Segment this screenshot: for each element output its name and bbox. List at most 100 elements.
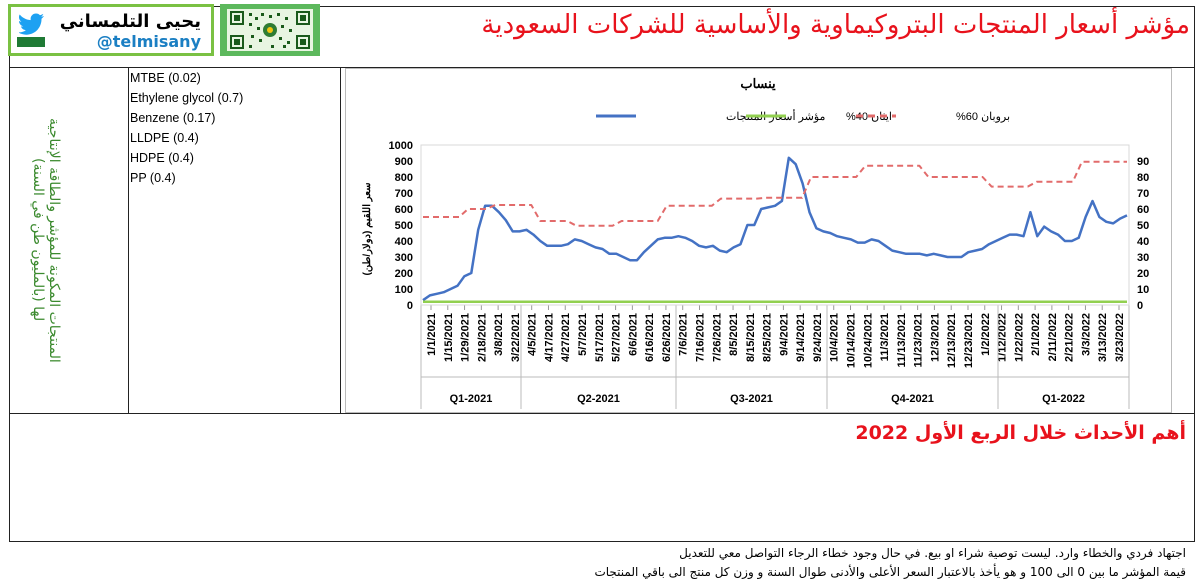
chart-container: ينساب مؤشر أسعار المنتجات ايثان 40% بروب… <box>345 68 1172 413</box>
y2-tick-label: 60 <box>1137 204 1149 216</box>
plot-area <box>420 144 1130 306</box>
y2-tick-label: 50 <box>1137 220 1149 232</box>
x-tick-label: 10/4/2021 <box>829 313 841 362</box>
x-tick-label: 10/24/2021 <box>862 313 874 368</box>
x-tick-label: 7/16/2021 <box>694 313 706 362</box>
x-tick-label: 2/1/2022 <box>1030 313 1042 356</box>
page-title: مؤشر أسعار المنتجات البتروكيماوية والأسا… <box>481 10 1190 40</box>
disclaimer-text: اجتهاد فردي والخطاء وارد. ليست توصية شرا… <box>679 546 1186 560</box>
brand-handle: @telmisany <box>96 32 201 51</box>
x-tick-label: 1/12/2022 <box>997 313 1009 362</box>
y-tick-label: 300 <box>395 252 413 264</box>
x-tick-label: 9/14/2021 <box>795 313 807 362</box>
quarter-label: Q4-2021 <box>891 393 934 405</box>
component-item: Ethylene glycol (0.7) <box>130 91 244 105</box>
quarter-label: Q1-2021 <box>450 393 493 405</box>
brand-name: يحيى التلمساني <box>59 11 201 32</box>
events-title: أهم الأحداث خلال الربع الأول 2022 <box>855 422 1186 444</box>
x-tick-label: 1/29/2021 <box>460 313 472 362</box>
x-tick-label: 5/27/2021 <box>611 313 623 362</box>
y-tick-label: 400 <box>395 236 413 248</box>
y2-tick-label: 70 <box>1137 188 1149 200</box>
brand-card: يحيى التلمساني @telmisany <box>8 4 214 56</box>
component-item: Benzene (0.17) <box>130 111 216 125</box>
x-tick-label: 6/16/2021 <box>644 313 656 362</box>
series-index-line <box>422 156 1128 302</box>
series-propane-line <box>423 160 1127 227</box>
x-tick-label: 3/13/2022 <box>1097 313 1109 362</box>
x-axis-ticks: 1/1/2021 1/15/2021 1/29/2021 2/18/2021 3/8/2… <box>426 305 1126 368</box>
y-axis-label: سعر اللقيم (دولار/طن) <box>362 183 373 276</box>
x-tick-label: 1/1/2021 <box>426 313 438 356</box>
y2-axis-ticks: 0 10 20 30 40 50 60 70 80 90 <box>1137 156 1149 312</box>
component-item: LLDPE (0.4) <box>130 131 199 145</box>
y-tick-label: 900 <box>395 156 413 168</box>
series-lines <box>422 156 1128 304</box>
y-tick-label: 800 <box>395 172 413 184</box>
x-tick-label: 4/17/2021 <box>543 313 555 362</box>
flag-icon <box>17 37 45 47</box>
x-tick-label: 4/27/2021 <box>560 313 572 362</box>
x-tick-label: 7/6/2021 <box>678 313 690 356</box>
x-tick-label: 6/26/2021 <box>661 313 673 362</box>
y2-tick-label: 40 <box>1137 236 1149 248</box>
x-tick-label: 9/24/2021 <box>812 313 824 362</box>
y2-tick-label: 30 <box>1137 252 1149 264</box>
y2-tick-label: 90 <box>1137 156 1149 168</box>
x-tick-label: 2/18/2021 <box>476 313 488 362</box>
y2-tick-label: 10 <box>1137 284 1149 296</box>
y-axis-ticks: 0 100 200 300 400 500 600 700 800 900 1000 <box>389 140 413 312</box>
component-item: HDPE (0.4) <box>130 151 194 165</box>
side-divider <box>128 68 129 414</box>
components-label: المنتجات المكونة للمؤشر والطاقة الإنتاجي… <box>30 117 62 363</box>
component-item: MTBE (0.02) <box>130 71 201 85</box>
y-tick-label: 1000 <box>389 140 413 152</box>
y-tick-label: 200 <box>395 268 413 280</box>
x-tick-label: 1/15/2021 <box>443 313 455 362</box>
x-tick-label: 1/22/2022 <box>1013 313 1025 362</box>
x-tick-label: 12/13/2021 <box>946 313 958 368</box>
index-explanation: قيمة المؤشر ما بين 0 الى 100 و هو يأخذ ب… <box>594 565 1186 579</box>
qr-code <box>220 4 320 56</box>
x-tick-label: 3/23/2022 <box>1114 313 1126 362</box>
x-tick-label: 8/25/2021 <box>762 313 774 362</box>
twitter-icon <box>19 13 44 35</box>
legend-label-propane: بروبان 60% <box>956 111 1010 123</box>
qr-code-icon <box>230 11 310 49</box>
y-tick-label: 100 <box>395 284 413 296</box>
components-list: MTBE (0.02) Ethylene glycol (0.7) Benzen… <box>130 68 243 188</box>
x-tick-label: 9/4/2021 <box>778 313 790 356</box>
header-divider <box>10 67 1194 68</box>
chart-legend: مؤشر أسعار المنتجات ايثان 40% بروبان 60% <box>596 109 1010 123</box>
x-tick-label: 11/13/2021 <box>896 313 908 367</box>
y-tick-label: 500 <box>395 220 413 232</box>
x-tick-label: 3/22/2021 <box>510 313 522 362</box>
y-tick-label: 600 <box>395 204 413 216</box>
y2-tick-label: 20 <box>1137 268 1149 280</box>
x-tick-label: 3/8/2021 <box>493 313 505 356</box>
x-tick-label: 11/3/2021 <box>879 313 891 361</box>
x-tick-label: 4/5/2021 <box>527 313 539 356</box>
quarter-label: Q2-2021 <box>577 393 620 405</box>
events-divider <box>10 413 1194 414</box>
y2-tick-label: 80 <box>1137 172 1149 184</box>
line-chart: ينساب مؤشر أسعار المنتجات ايثان 40% بروب… <box>362 76 1149 409</box>
quarter-label: Q1-2022 <box>1042 393 1085 405</box>
outer-frame <box>9 6 1195 542</box>
x-tick-label: 8/5/2021 <box>728 313 740 356</box>
x-tick-label: 11/23/2021 <box>913 313 925 367</box>
x-tick-label: 2/21/2022 <box>1064 313 1076 362</box>
x-tick-label: 12/23/2021 <box>963 313 975 368</box>
x-tick-label: 5/7/2021 <box>577 313 589 356</box>
x-tick-label: 5/17/2021 <box>594 313 606 362</box>
x-tick-label: 6/6/2021 <box>627 313 639 356</box>
y2-tick-label: 0 <box>1137 300 1143 312</box>
y-tick-label: 0 <box>407 300 413 312</box>
x-tick-label: 10/14/2021 <box>846 313 858 368</box>
x-tick-label: 2/11/2022 <box>1047 313 1059 361</box>
list-divider <box>340 68 341 414</box>
x-tick-label: 12/3/2021 <box>929 313 941 362</box>
x-tick-label: 7/26/2021 <box>711 313 723 362</box>
x-tick-label: 3/3/2022 <box>1080 313 1092 356</box>
quarter-labels: Q1-2021 Q2-2021 Q3-2021 Q4-2021 Q1-2022 <box>420 305 1130 409</box>
